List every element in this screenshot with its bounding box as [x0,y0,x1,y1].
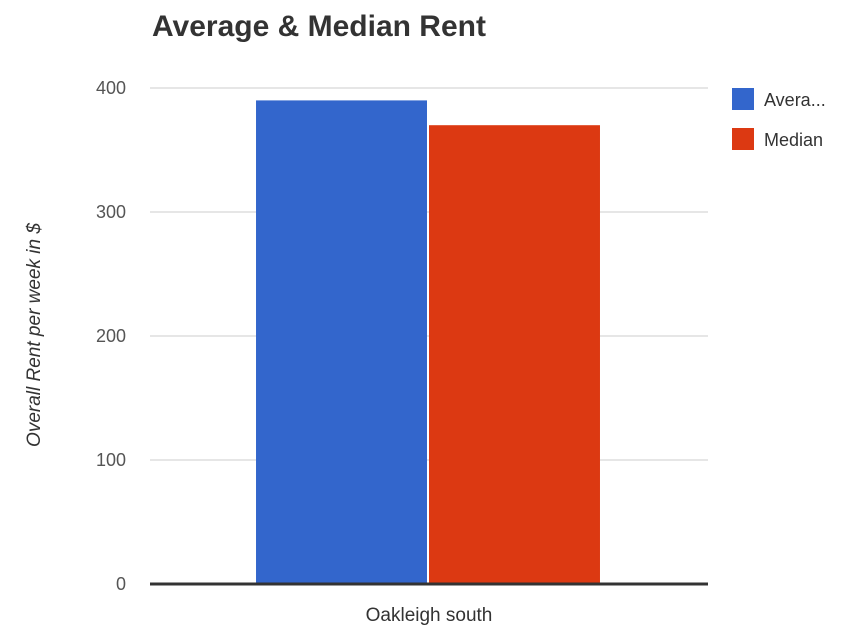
y-tick-label: 300 [96,202,126,222]
chart-title: Average & Median Rent [152,10,486,43]
legend: Avera... Median [732,88,826,150]
y-axis-label: Overall Rent per week in $ [24,223,45,447]
bar-average [256,100,427,585]
y-tick-label: 200 [96,326,126,346]
x-category-label: Oakleigh south [366,605,493,626]
legend-label: Median [764,130,823,150]
y-tick-label: 0 [116,574,126,594]
y-axis-ticks: 0 100 200 300 400 [96,78,126,594]
y-tick-label: 100 [96,450,126,470]
y-tick-label: 400 [96,78,126,98]
legend-label: Avera... [764,90,826,110]
x-axis-categories: Oakleigh south [366,605,493,626]
bars [256,100,600,585]
bar-median [429,125,600,584]
legend-swatch [732,88,754,110]
legend-swatch [732,128,754,150]
